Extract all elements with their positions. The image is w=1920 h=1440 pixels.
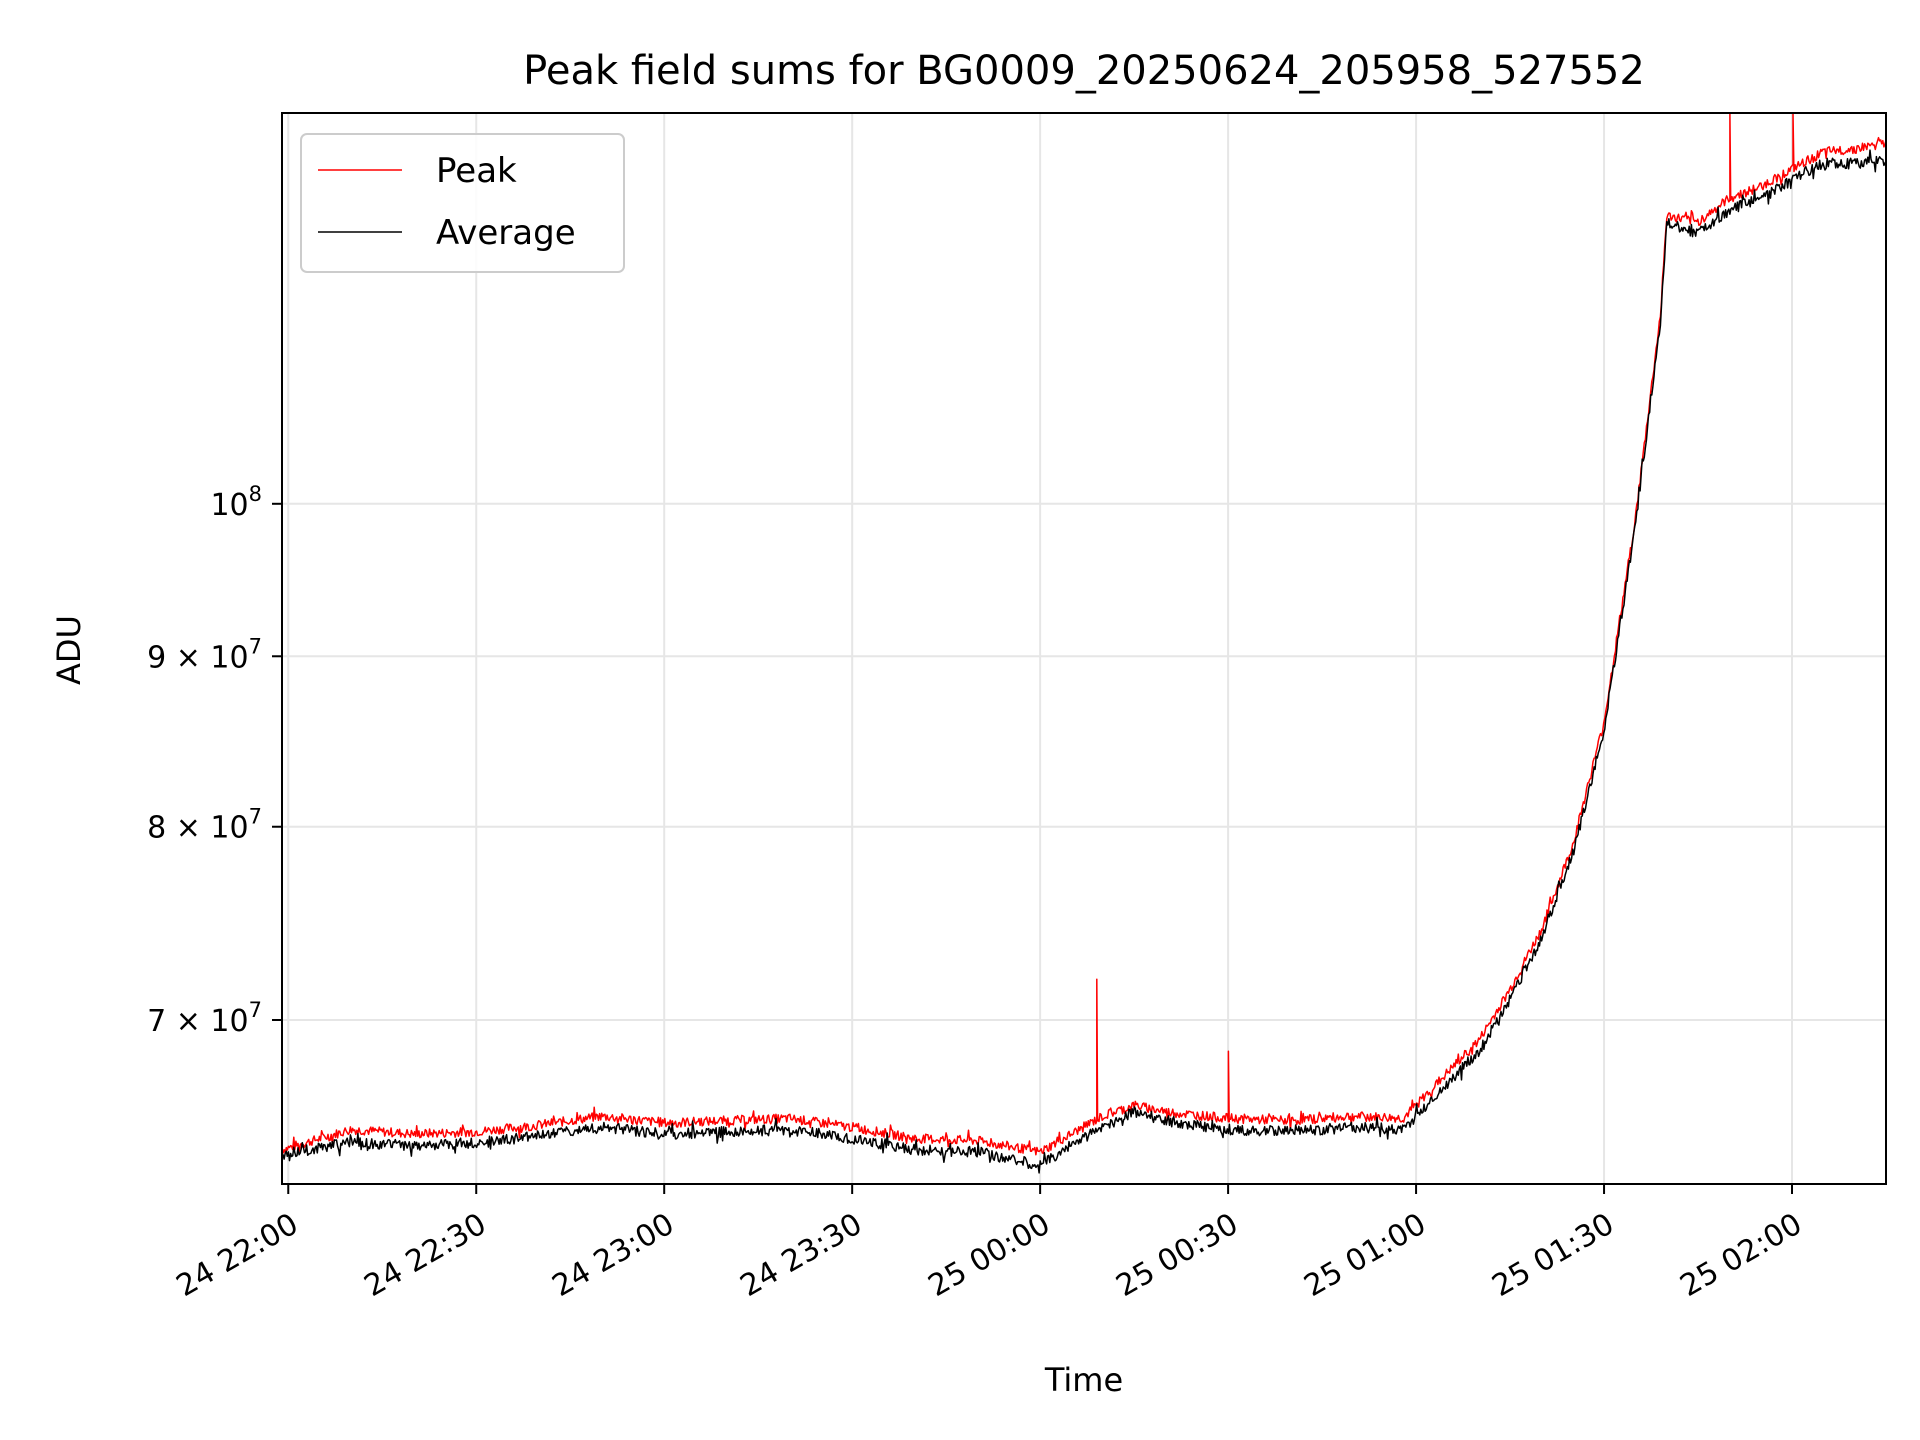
x-axis-title: Time	[1044, 1361, 1123, 1399]
series-line-peak	[281, 112, 1887, 1156]
grid	[282, 113, 1886, 1184]
legend-label-peak: Peak	[436, 151, 517, 191]
chart-title: Peak field sums for BG0009_20250624_2059…	[523, 48, 1645, 94]
legend-label-average: Average	[436, 213, 576, 253]
y-axis: 7 × 107 8 × 107 9 × 107 108	[147, 482, 282, 1039]
y-tick-label: 108	[210, 482, 262, 523]
y-tick-label: 8 × 107	[147, 805, 262, 846]
series-line-average	[281, 149, 1887, 1174]
y-axis-title: ADU	[50, 615, 88, 685]
legend-box	[300, 133, 625, 273]
legend: Peak Average	[300, 133, 625, 273]
y-tick-label: 7 × 107	[147, 998, 262, 1039]
plot-series	[281, 112, 1887, 1174]
y-tick-label: 9 × 107	[147, 634, 262, 675]
plot-frame	[281, 112, 1887, 1185]
